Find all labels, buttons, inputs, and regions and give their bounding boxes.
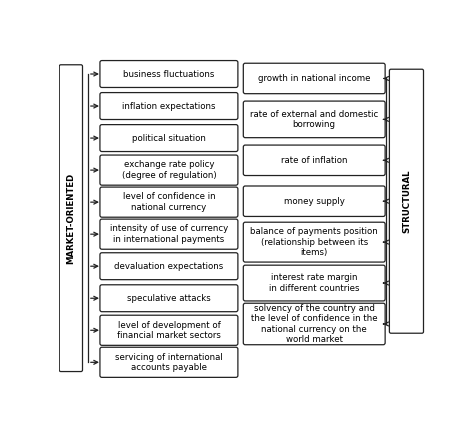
Text: speculative attacks: speculative attacks (127, 294, 211, 303)
Text: MARKET-ORIENTED: MARKET-ORIENTED (66, 172, 75, 264)
FancyBboxPatch shape (100, 155, 238, 185)
Text: rate of inflation: rate of inflation (281, 156, 347, 165)
Text: rate of external and domestic
borrowing: rate of external and domestic borrowing (250, 110, 378, 129)
FancyBboxPatch shape (243, 63, 385, 94)
FancyBboxPatch shape (100, 219, 238, 249)
FancyBboxPatch shape (243, 265, 385, 301)
FancyBboxPatch shape (100, 60, 238, 87)
FancyBboxPatch shape (100, 347, 238, 378)
Text: devaluation expectations: devaluation expectations (114, 262, 224, 271)
Text: STRUCTURAL: STRUCTURAL (402, 169, 411, 233)
FancyBboxPatch shape (59, 65, 82, 372)
Text: solvency of the country and
the level of confidence in the
national currency on : solvency of the country and the level of… (251, 304, 377, 344)
FancyBboxPatch shape (243, 145, 385, 175)
FancyBboxPatch shape (100, 253, 238, 280)
Text: business fluctuations: business fluctuations (123, 70, 215, 79)
FancyBboxPatch shape (243, 101, 385, 138)
Text: level of confidence in
national currency: level of confidence in national currency (123, 192, 215, 212)
Text: servicing of international
accounts payable: servicing of international accounts paya… (115, 353, 223, 372)
Text: interest rate margin
in different countries: interest rate margin in different countr… (269, 273, 359, 293)
Text: growth in national income: growth in national income (258, 74, 371, 83)
Text: intensity of use of currency
in international payments: intensity of use of currency in internat… (110, 225, 228, 244)
Text: money supply: money supply (284, 197, 345, 206)
FancyBboxPatch shape (100, 124, 238, 152)
Text: inflation expectations: inflation expectations (122, 102, 216, 111)
FancyBboxPatch shape (100, 315, 238, 345)
Text: balance of payments position
(relationship between its
items): balance of payments position (relationsh… (250, 227, 378, 257)
FancyBboxPatch shape (243, 303, 385, 345)
FancyBboxPatch shape (243, 222, 385, 262)
FancyBboxPatch shape (100, 92, 238, 120)
FancyBboxPatch shape (390, 69, 423, 333)
FancyBboxPatch shape (100, 187, 238, 217)
FancyBboxPatch shape (100, 285, 238, 312)
Text: exchange rate policy
(degree of regulation): exchange rate policy (degree of regulati… (122, 160, 216, 180)
Text: level of development of
financial market sectors: level of development of financial market… (117, 321, 221, 340)
Text: political situation: political situation (132, 133, 206, 143)
FancyBboxPatch shape (243, 186, 385, 216)
